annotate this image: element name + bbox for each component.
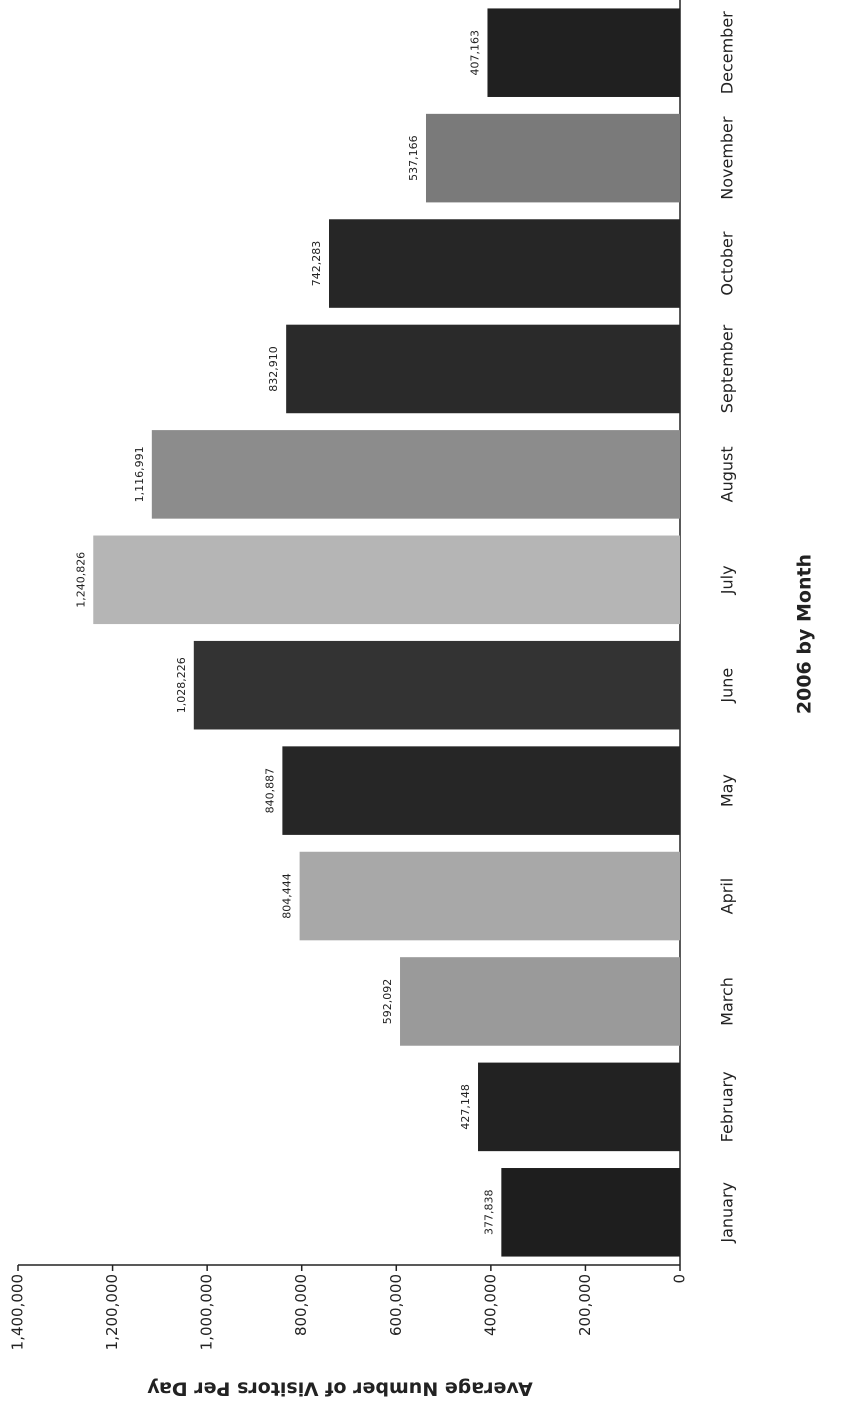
x-tick-label: June: [718, 668, 737, 704]
bar: [329, 219, 680, 308]
y-tick-label: 800,000: [292, 1274, 310, 1336]
value-label: 804,444: [281, 873, 294, 919]
y-tick-label: 1,400,000: [9, 1274, 27, 1350]
bar: [299, 851, 680, 941]
bar: [425, 113, 680, 203]
value-label: 427,148: [459, 1084, 472, 1130]
x-tick-label: November: [718, 116, 737, 200]
value-label: 592,092: [381, 979, 394, 1025]
value-label: 1,240,826: [74, 552, 87, 608]
y-tick-label: 400,000: [481, 1274, 499, 1336]
value-label: 407,163: [468, 30, 481, 76]
x-tick-label: January: [718, 1182, 737, 1244]
x-tick-label: February: [718, 1071, 737, 1142]
bar: [400, 957, 680, 1046]
x-tick-label: October: [718, 231, 737, 295]
x-tick-label: August: [718, 446, 737, 502]
value-label: 840,887: [263, 768, 276, 814]
value-label: 832,910: [267, 346, 280, 392]
x-tick-label: May: [718, 774, 737, 807]
y-tick-label: 600,000: [387, 1274, 405, 1336]
value-label: 1,028,226: [175, 657, 188, 713]
x-tick-label: July: [718, 565, 737, 595]
bar: [286, 324, 680, 414]
x-tick-label: March: [718, 977, 737, 1026]
bar: [93, 535, 681, 625]
x-tick-label: April: [718, 878, 737, 915]
bar: [501, 1168, 680, 1257]
value-label: 1,116,991: [133, 446, 146, 502]
bar: [478, 1062, 680, 1152]
bar: [193, 640, 680, 730]
y-axis-title: Average Number of Visitors Per Day: [147, 1378, 533, 1400]
value-label: 742,283: [310, 241, 323, 287]
bar: [282, 746, 680, 835]
y-tick-label: 0: [671, 1274, 689, 1284]
y-tick-label: 200,000: [576, 1274, 594, 1336]
bar: [151, 430, 681, 519]
rotated-chart: Average Number of Visitors Per Day 2006 …: [9, 0, 816, 1400]
bar: [487, 8, 680, 97]
x-tick-label: September: [718, 324, 737, 413]
value-label: 377,838: [482, 1190, 495, 1236]
y-tick-label: 1,000,000: [198, 1274, 216, 1350]
value-label: 537,166: [407, 135, 420, 181]
x-axis-title: 2006 by Month: [794, 554, 816, 714]
x-tick-label: December: [718, 11, 737, 94]
y-tick-label: 1,200,000: [103, 1274, 121, 1350]
